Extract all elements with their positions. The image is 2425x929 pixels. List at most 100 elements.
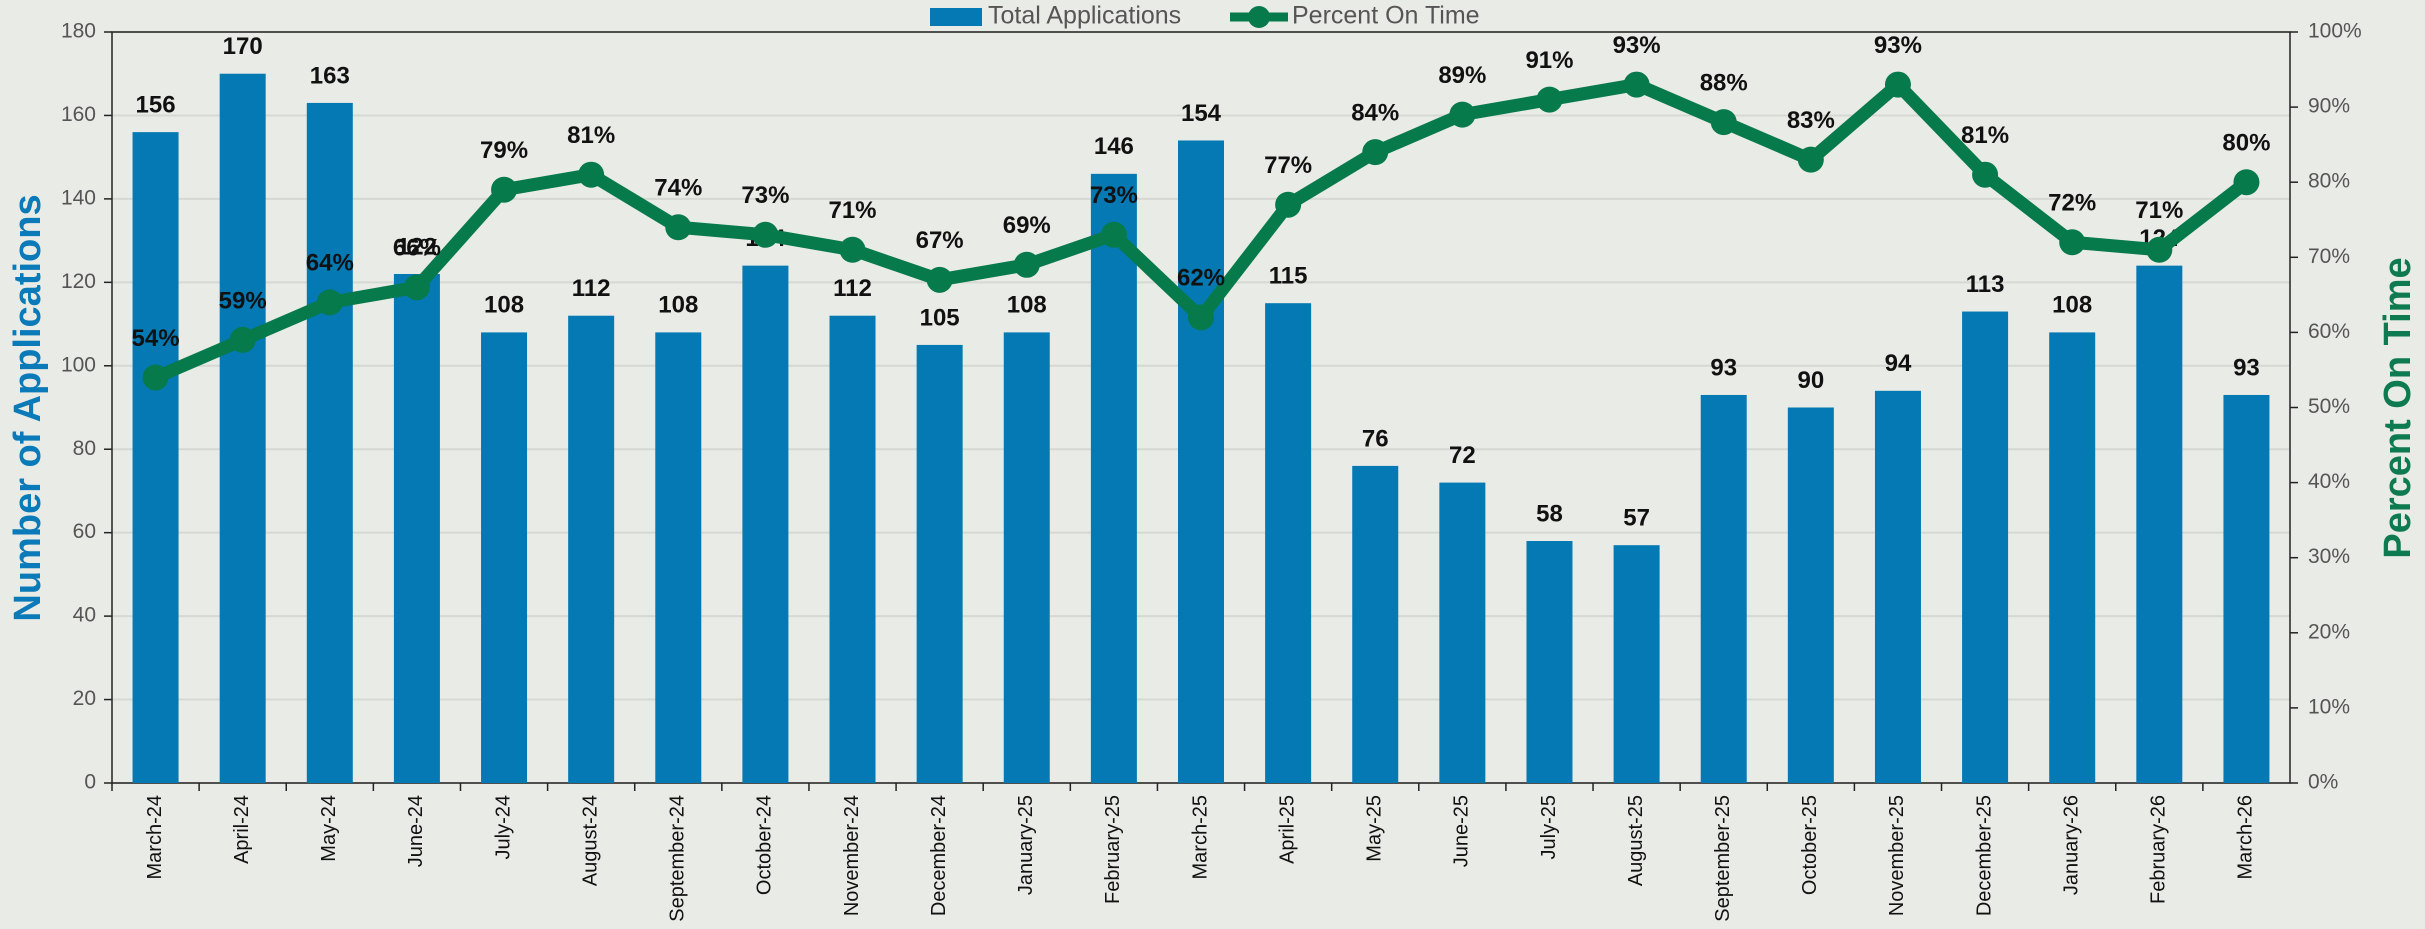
bar [1090, 173, 1137, 783]
line-value-label: 71% [828, 197, 876, 224]
x-tick-label: August-24 [579, 795, 601, 886]
bar-value-label: 57 [1623, 505, 1650, 532]
x-tick-label: March-26 [2235, 795, 2257, 879]
line-value-label: 77% [1264, 152, 1312, 179]
y2-tick-label: 40% [2308, 470, 2350, 493]
y2-tick-label: 30% [2308, 545, 2350, 568]
y-tick-label: 160 [61, 103, 96, 126]
y2-axis-title: Percent On Time [2377, 257, 2419, 558]
x-tick-label: February-26 [2148, 795, 2170, 904]
line-marker [839, 236, 866, 263]
line-value-label: 59% [219, 287, 267, 314]
bar-value-label: 72 [1449, 442, 1476, 469]
line-value-label: 81% [567, 122, 615, 149]
bar [742, 265, 789, 784]
line-marker [2233, 169, 2260, 196]
y2-tick-label: 0% [2308, 771, 2338, 794]
bar [1003, 332, 1050, 783]
y-tick-label: 100 [61, 353, 96, 376]
line-marker [1884, 71, 1911, 98]
legend-label: Total Applications [988, 2, 1181, 30]
bar-value-label: 108 [658, 292, 698, 319]
y-tick-label: 140 [61, 186, 96, 209]
bar [829, 315, 876, 783]
bar [1352, 465, 1399, 783]
bar-value-label: 146 [1094, 133, 1134, 160]
line-marker [403, 274, 430, 301]
bar [1265, 303, 1312, 783]
x-tick-label: September-24 [667, 795, 689, 922]
bar [1962, 311, 2009, 783]
line-value-label: 74% [654, 175, 702, 202]
x-tick-label: November-24 [841, 795, 863, 916]
legend-label: Percent On Time [1292, 2, 1480, 30]
bar-value-label: 94 [1885, 350, 1912, 377]
line-marker [1797, 146, 1824, 173]
y-tick-label: 120 [61, 270, 96, 293]
bar-value-label: 108 [2052, 292, 2092, 319]
line-marker [578, 161, 605, 188]
bar [916, 344, 963, 783]
line-marker [142, 364, 169, 391]
bar-value-label: 105 [920, 304, 960, 331]
x-tick-label: January-26 [2060, 795, 2082, 895]
x-tick-label: September-25 [1712, 795, 1734, 922]
y2-tick-label: 80% [2308, 170, 2350, 193]
bar-value-label: 112 [833, 275, 872, 302]
line-marker [1623, 71, 1650, 98]
x-tick-label: July-24 [492, 795, 514, 859]
bar-value-label: 170 [223, 33, 263, 60]
bar-value-label: 108 [484, 292, 524, 319]
line-value-label: 91% [1525, 47, 1573, 74]
legend-swatch [930, 8, 982, 26]
line-marker [2059, 229, 2086, 256]
y2-tick-label: 100% [2308, 20, 2362, 43]
bar [655, 332, 702, 783]
bar [1439, 482, 1486, 783]
line-marker [926, 266, 953, 293]
line-value-label: 79% [480, 137, 528, 164]
bar [568, 315, 615, 783]
bar-value-label: 58 [1536, 500, 1563, 527]
bar-value-label: 90 [1797, 367, 1824, 394]
bar-value-label: 93 [1710, 354, 1737, 381]
bar [306, 102, 353, 783]
line-value-label: 80% [2222, 130, 2270, 157]
x-tick-label: January-25 [1015, 795, 1037, 895]
line-marker [1972, 161, 1999, 188]
x-tick-label: December-24 [928, 795, 950, 916]
line-marker [1449, 101, 1476, 128]
line-value-label: 72% [2048, 190, 2096, 217]
bar [2223, 394, 2270, 783]
line-value-label: 73% [1090, 182, 1138, 209]
y-tick-label: 60 [73, 520, 96, 543]
x-tick-label: July-25 [1538, 795, 1560, 859]
bar [132, 132, 179, 784]
line-marker [1100, 221, 1127, 248]
line-value-label: 84% [1351, 100, 1399, 127]
x-tick-label: May-24 [318, 795, 340, 862]
x-tick-label: March-25 [1189, 795, 1211, 879]
line-value-label: 93% [1613, 32, 1661, 59]
y2-tick-label: 90% [2308, 95, 2350, 118]
line-marker [2146, 236, 2173, 263]
x-tick-label: March-24 [144, 795, 166, 879]
bar-value-label: 115 [1269, 263, 1308, 290]
x-tick-label: June-24 [405, 795, 427, 867]
y2-tick-label: 20% [2308, 620, 2350, 643]
bar-value-label: 113 [1966, 271, 2005, 298]
line-marker [1362, 139, 1389, 166]
bar [1613, 545, 1660, 783]
line-marker [665, 214, 692, 241]
y-tick-label: 40 [73, 604, 96, 627]
bar-value-label: 154 [1181, 100, 1222, 127]
x-tick-label: April-25 [1276, 795, 1298, 864]
x-tick-label: October-24 [754, 795, 776, 895]
y2-tick-label: 50% [2308, 395, 2350, 418]
line-marker [1013, 251, 1040, 278]
bar-value-label: 76 [1362, 425, 1389, 452]
x-tick-label: December-25 [1973, 795, 1995, 916]
line-value-label: 71% [2135, 197, 2183, 224]
line-marker [229, 326, 256, 353]
